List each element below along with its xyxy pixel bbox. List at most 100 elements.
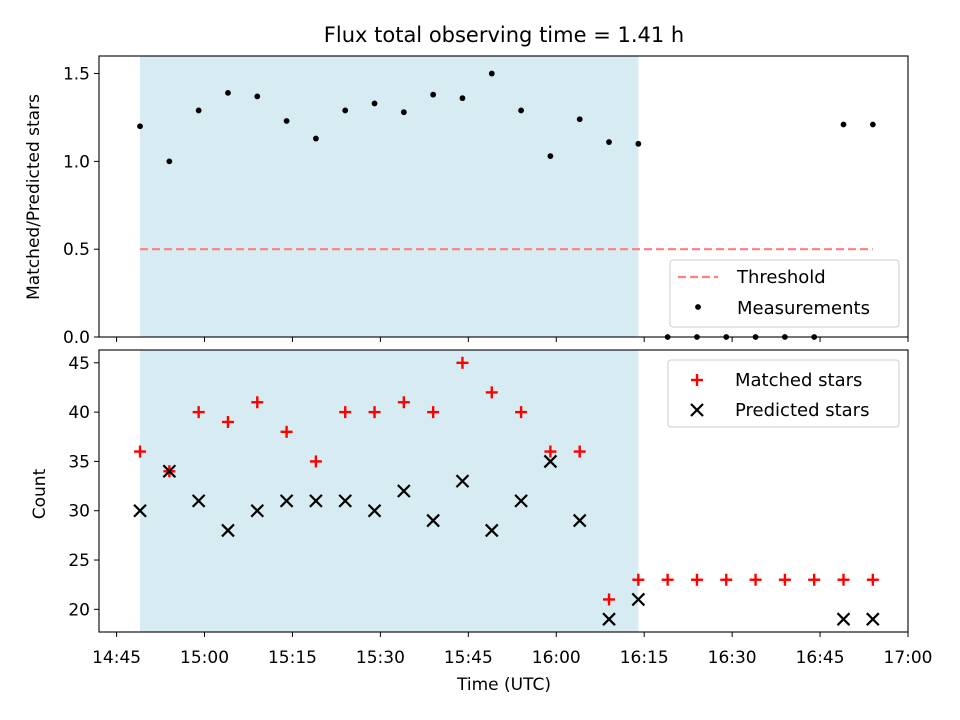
predicted-star-point <box>484 523 499 538</box>
predicted-star-point <box>133 503 147 518</box>
matched-star-point <box>309 455 322 468</box>
predicted-star-point-b <box>309 494 323 508</box>
top-y-tick-label: 1.5 <box>63 65 90 85</box>
top-y-tick-label: 1.0 <box>63 152 90 172</box>
predicted-star-point-b <box>338 494 352 508</box>
predicted-star-point-b <box>397 484 411 498</box>
measurement-point <box>137 123 143 130</box>
measurement-point <box>166 158 173 165</box>
measurement-point <box>430 91 437 98</box>
predicted-star-point-b <box>250 503 265 518</box>
matched-star-point <box>397 396 410 409</box>
top-shaded-interval <box>140 56 639 337</box>
measurement-point <box>283 118 290 124</box>
measurement-point <box>254 93 261 100</box>
bottom-axes-frame <box>98 349 909 633</box>
predicted-star-point-b <box>543 454 558 469</box>
measurement-point <box>195 107 202 114</box>
predicted-star-point <box>309 494 323 508</box>
matched-star-point <box>515 406 528 419</box>
predicted-star-point <box>367 503 382 518</box>
matched-star-point <box>280 425 293 438</box>
predicted-star-point-b <box>602 612 616 626</box>
predicted-star-point-b <box>279 494 294 508</box>
x-tick-label: 15:15 <box>268 648 317 668</box>
legend-predicted-label: Predicted stars <box>735 400 869 421</box>
measurement-point <box>313 135 319 142</box>
top-y-tick-label: 0.5 <box>63 240 90 260</box>
bottom-panel: 20 25 30 35 40 45 14:45 15:00 15:15 15:30 15:45 16:… <box>68 349 933 668</box>
measurement-point <box>869 121 876 128</box>
matched-star-point <box>632 573 645 586</box>
top-y-axis-label: Matched/Predicted stars <box>24 94 44 300</box>
matched-star-point <box>339 406 352 419</box>
predicted-star-point-b <box>484 523 499 538</box>
predicted-star-point-b <box>367 503 382 518</box>
bottom-y-tick-label: 35 <box>68 452 90 472</box>
predicted-star-point <box>455 474 470 488</box>
predicted-star-point <box>162 464 177 479</box>
matched-star-point <box>134 445 147 458</box>
predicted-star-point <box>866 612 880 626</box>
x-tick-label: 14:45 <box>92 648 141 668</box>
matched-star-point <box>720 573 733 586</box>
predicted-star-point-b <box>162 464 177 479</box>
legend-matched-label: Matched stars <box>735 370 862 391</box>
measurement-point <box>576 116 583 123</box>
measurement-point <box>488 70 495 77</box>
x-tick-label: 16:15 <box>620 648 669 668</box>
matched-star-point <box>778 573 791 586</box>
measurement-point <box>459 95 466 102</box>
x-tick-label: 15:00 <box>180 648 229 668</box>
matched-star-point <box>661 573 674 586</box>
bottom-y-tick-label: 25 <box>68 551 90 571</box>
predicted-star-point <box>191 494 206 508</box>
legend-predicted-swatch <box>690 403 704 417</box>
x-tick-label: 15:45 <box>444 648 493 668</box>
predicted-star-point <box>250 503 265 518</box>
matched-star-point <box>427 406 440 419</box>
bottom-y-tick-label: 45 <box>68 354 90 374</box>
top-legend-box <box>669 259 900 328</box>
bottom-y-axis-label: Count <box>30 468 50 519</box>
predicted-star-point-b <box>221 523 235 538</box>
predicted-star-point <box>279 494 294 508</box>
predicted-star-point-b <box>455 474 470 488</box>
legend-matched-swatch <box>691 374 703 386</box>
measurement-point <box>400 109 407 116</box>
x-tick-label: 16:00 <box>532 648 581 668</box>
measurement-point <box>371 100 378 107</box>
x-axis-label: Time (UTC) <box>456 675 551 695</box>
predicted-star-point <box>221 523 235 538</box>
predicted-star-point <box>514 494 528 508</box>
bottom-y-tick-label: 40 <box>68 403 90 423</box>
bottom-y-tick-label: 30 <box>68 502 90 522</box>
legend-measurements-swatch <box>695 304 701 310</box>
predicted-star-point-b <box>866 612 880 626</box>
matched-star-point <box>749 573 762 586</box>
x-tick-label: 16:45 <box>796 648 845 668</box>
predicted-star-point-b <box>514 494 528 508</box>
matched-star-point <box>368 406 381 419</box>
matched-star-point <box>251 396 264 409</box>
predicted-star-point <box>397 484 411 498</box>
matched-star-point <box>221 415 234 428</box>
measurement-point <box>635 140 642 147</box>
matched-star-point <box>192 406 205 419</box>
top-axes-frame <box>98 55 909 338</box>
predicted-star-point-b <box>426 513 440 528</box>
matched-star-point <box>456 356 469 369</box>
x-tick-label: 17:00 <box>884 648 933 668</box>
matched-star-point <box>837 573 850 586</box>
predicted-star-point <box>338 494 352 508</box>
matched-star-point <box>485 386 498 399</box>
x-tick-label: 15:30 <box>356 648 405 668</box>
predicted-star-point-b <box>133 503 147 518</box>
legend-measurements-label: Measurements <box>737 298 870 319</box>
measurement-point <box>518 107 524 114</box>
predicted-star-point <box>836 612 851 626</box>
legend-predicted-swatch-b <box>690 403 704 417</box>
matched-star-point <box>690 573 703 586</box>
x-tick-label: 16:30 <box>708 648 757 668</box>
